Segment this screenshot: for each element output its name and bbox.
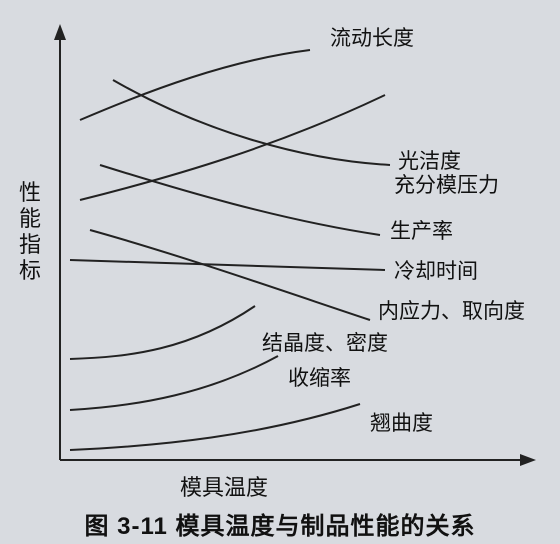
curve-label-cooling-time: 冷却时间 (394, 260, 478, 283)
curve-flow-length (80, 50, 310, 120)
curve-productivity (100, 165, 380, 235)
curve-label-crystallinity: 结晶度、密度 (262, 332, 388, 355)
curve-label-pack-pressure: 充分模压力 (394, 174, 499, 197)
curve-warpage (70, 404, 360, 450)
chart-root: 流动长度光洁度充分模压力生产率冷却时间内应力、取向度结晶度、密度收缩率翘曲度 性… (0, 0, 560, 544)
curve-pack-pressure (80, 95, 385, 200)
chart-svg: 流动长度光洁度充分模压力生产率冷却时间内应力、取向度结晶度、密度收缩率翘曲度 (0, 0, 560, 500)
curve-label-shrinkage: 收缩率 (288, 367, 351, 390)
curve-label-gloss: 光洁度 (398, 150, 461, 173)
curve-internal-stress (90, 230, 370, 320)
curve-crystallinity (70, 306, 255, 359)
curve-label-warpage: 翘曲度 (370, 412, 433, 435)
curve-cooling-time (70, 260, 385, 270)
curve-label-internal-stress: 内应力、取向度 (378, 300, 525, 323)
y-axis-label: 性能指标 (18, 180, 42, 284)
curve-shrinkage (70, 356, 278, 410)
curve-gloss (113, 80, 390, 165)
figure-caption: 图 3-11 模具温度与制品性能的关系 (0, 506, 560, 541)
x-axis-label: 模具温度 (180, 470, 268, 502)
curve-label-flow-length: 流动长度 (330, 27, 414, 50)
y-axis-arrow-icon (54, 24, 66, 40)
x-axis-arrow-icon (520, 454, 536, 466)
curve-label-productivity: 生产率 (390, 220, 453, 243)
